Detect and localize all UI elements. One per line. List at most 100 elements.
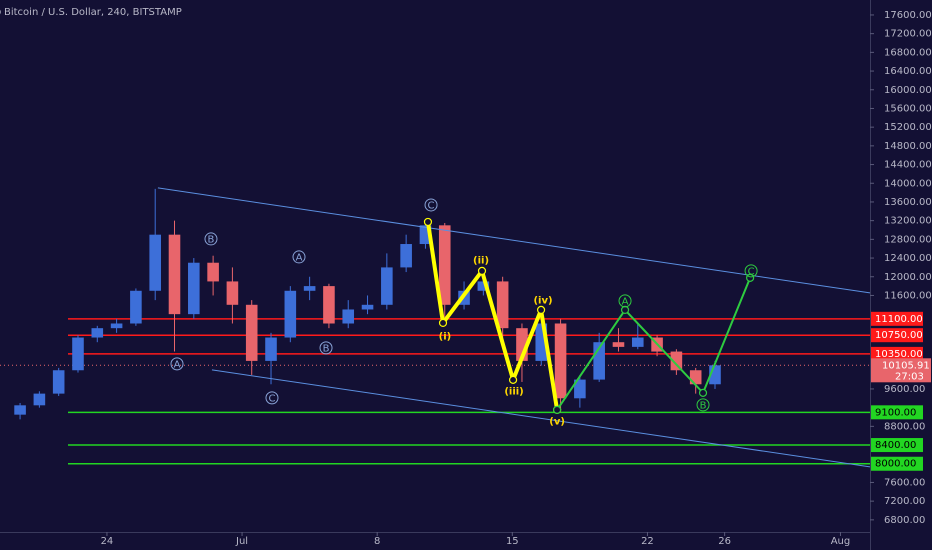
y-tick-label: 16400.00 — [884, 66, 932, 77]
annotation-label: B — [700, 400, 707, 411]
candle-body — [438, 225, 451, 305]
y-tick-label: 7200.00 — [884, 496, 925, 507]
candle-body — [709, 365, 721, 385]
x-tick-label: 22 — [641, 536, 654, 547]
annotation-label: (v) — [549, 416, 565, 427]
level-label: 8400.00 — [875, 440, 916, 451]
candle-body — [52, 370, 65, 394]
wave-point — [477, 266, 487, 276]
candle-body — [130, 290, 142, 324]
wave-point — [552, 405, 562, 414]
annotation-label: (ii) — [473, 255, 489, 266]
candle-body — [303, 286, 316, 291]
level-label: 11100.00 — [875, 314, 923, 325]
candle-body — [14, 405, 26, 415]
y-tick-label: 9600.00 — [884, 384, 925, 395]
y-tick-label: 13600.00 — [884, 197, 932, 208]
y-tick-label: 17200.00 — [884, 29, 932, 40]
y-tick-label: 15200.00 — [884, 122, 932, 133]
wave-point — [698, 388, 708, 397]
level-label-bg — [871, 456, 923, 471]
x-tick-label: 8 — [374, 536, 380, 547]
y-tick-label: 17600.00 — [884, 10, 932, 21]
y-tick-label: 14800.00 — [884, 141, 932, 152]
annotation-label: (iv) — [533, 295, 552, 306]
y-tick-label: 8800.00 — [884, 421, 925, 432]
candle-body — [477, 281, 490, 291]
annotation-circle — [744, 264, 758, 278]
annotation-label: (iii) — [504, 386, 523, 397]
annotation-label: C — [268, 393, 275, 404]
y-tick-label: 13200.00 — [884, 216, 932, 227]
candle-body — [323, 286, 335, 324]
x-tick-label: Aug — [831, 536, 851, 547]
candle-body — [33, 393, 46, 406]
annotation-label: C — [748, 266, 755, 277]
candle-body — [419, 225, 432, 245]
candle-body — [284, 290, 297, 338]
candle-body — [631, 337, 644, 347]
level-label-bg — [871, 328, 923, 343]
status-dot — [0, 9, 1, 15]
level-label: 9100.00 — [875, 407, 916, 418]
y-tick-label: 16800.00 — [884, 47, 932, 58]
level-label-bg — [871, 311, 923, 326]
wave-point — [620, 305, 630, 314]
annotation-label: B — [208, 234, 215, 245]
candle-body — [91, 328, 104, 338]
annotation-label: (i) — [439, 331, 452, 342]
annotation-label: A — [622, 296, 629, 307]
wave-point — [508, 375, 518, 384]
y-tick-label: 12000.00 — [884, 272, 932, 283]
countdown-label: 27:03 — [895, 371, 924, 382]
y-tick-label: 14400.00 — [884, 160, 932, 171]
annotation-circle — [204, 232, 218, 246]
annotation-label: C — [428, 200, 435, 211]
candle-body — [400, 244, 412, 268]
annotation-circle — [696, 398, 710, 412]
wave-point — [438, 318, 448, 327]
candle-body — [188, 262, 200, 315]
candle-body — [207, 262, 219, 282]
level-label-bg — [871, 346, 923, 361]
candle-body — [612, 342, 625, 347]
candle-body — [361, 304, 374, 310]
y-tick-label: 16000.00 — [884, 85, 932, 96]
annotation-label: A — [174, 359, 181, 370]
candle-body — [226, 281, 239, 305]
y-tick-label: 12800.00 — [884, 234, 932, 245]
trendline — [211, 369, 871, 468]
x-tick-label: 24 — [101, 536, 114, 547]
candle-body — [670, 351, 683, 371]
x-tick-label: 15 — [506, 536, 519, 547]
chart-title: Bitcoin / U.S. Dollar, 240, BITSTAMP — [4, 7, 182, 18]
candle-body — [245, 304, 258, 361]
candle-body — [168, 234, 181, 315]
candle-body — [689, 370, 702, 385]
candle-body — [535, 323, 548, 361]
candle-body — [574, 379, 586, 399]
wave-point — [536, 305, 546, 314]
y-tick-label: 15600.00 — [884, 103, 932, 114]
candle-body — [554, 323, 567, 399]
level-label: 8000.00 — [875, 459, 916, 470]
candle-body — [72, 337, 84, 371]
candle-body — [342, 309, 355, 324]
trendline — [556, 277, 752, 411]
trendline — [425, 221, 560, 411]
level-label: 10350.00 — [875, 349, 923, 360]
candle-body — [593, 342, 605, 380]
candle-body — [149, 234, 161, 291]
annotation-circle — [618, 294, 632, 308]
annotation-circle — [424, 198, 438, 212]
level-label: 10750.00 — [875, 330, 923, 341]
y-tick-label: 14000.00 — [884, 178, 932, 189]
x-tick-label: Jul — [235, 536, 248, 547]
y-tick-label: 6800.00 — [884, 515, 925, 526]
level-label-bg — [871, 405, 923, 420]
y-tick-label: 7600.00 — [884, 477, 925, 488]
x-tick-label: 26 — [718, 536, 731, 547]
candle-body — [381, 267, 393, 305]
